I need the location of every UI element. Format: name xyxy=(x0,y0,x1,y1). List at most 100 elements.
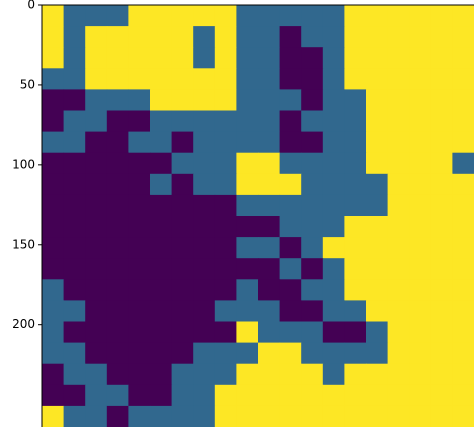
pixel-cell xyxy=(409,174,431,196)
pixel-cell xyxy=(172,153,194,175)
pixel-cell xyxy=(409,132,431,154)
pixel-cell xyxy=(258,132,280,154)
pixel-cell xyxy=(452,111,474,133)
pixel-cell xyxy=(409,216,431,238)
pixel-cell xyxy=(128,5,150,27)
pixel-cell xyxy=(280,47,302,69)
pixel-cell xyxy=(366,47,388,69)
pixel-cell xyxy=(344,343,366,365)
pixel-cell xyxy=(301,364,323,386)
pixel-cell xyxy=(128,279,150,301)
pixel-cell xyxy=(366,258,388,280)
pixel-cell xyxy=(258,322,280,344)
pixel-cell xyxy=(85,26,107,48)
pixel-cell xyxy=(280,385,302,407)
pixel-cell xyxy=(193,5,215,27)
pixel-cell xyxy=(366,237,388,259)
pixel-cell xyxy=(215,300,237,322)
pixel-cell xyxy=(323,343,345,365)
pixel-cell xyxy=(280,26,302,48)
pixel-cell xyxy=(236,385,258,407)
pixel-cell xyxy=(431,237,453,259)
pixel-cell xyxy=(301,385,323,407)
pixel-cell xyxy=(258,343,280,365)
pixel-cell xyxy=(366,300,388,322)
pixel-cell xyxy=(85,343,107,365)
pixel-cell xyxy=(150,322,172,344)
pixel-cell xyxy=(172,343,194,365)
pixel-cell xyxy=(215,195,237,217)
pixel-cell xyxy=(431,216,453,238)
pixel-cell xyxy=(150,111,172,133)
pixel-cell xyxy=(280,216,302,238)
pixel-cell xyxy=(42,216,64,238)
pixel-cell xyxy=(64,300,86,322)
pixel-cell xyxy=(344,153,366,175)
pixel-cell xyxy=(64,47,86,69)
pixel-cell xyxy=(128,385,150,407)
pixel-cell xyxy=(64,279,86,301)
pixel-cell xyxy=(128,216,150,238)
pixel-cell xyxy=(409,195,431,217)
pixel-cell xyxy=(107,300,129,322)
pixel-cell xyxy=(193,89,215,111)
pixel-cell xyxy=(215,322,237,344)
pixel-cell xyxy=(431,111,453,133)
pixel-cell xyxy=(280,322,302,344)
pixel-cell xyxy=(280,174,302,196)
pixel-cell xyxy=(366,26,388,48)
pixel-cell xyxy=(107,47,129,69)
pixel-cell xyxy=(85,68,107,90)
pixel-cell xyxy=(344,279,366,301)
pixel-cell xyxy=(323,153,345,175)
pixel-cell xyxy=(236,279,258,301)
pixel-cell xyxy=(258,153,280,175)
pixel-cell xyxy=(128,237,150,259)
pixel-cell xyxy=(42,174,64,196)
pixel-cell xyxy=(215,385,237,407)
pixel-cell xyxy=(280,300,302,322)
pixel-cell xyxy=(64,343,86,365)
pixel-cell xyxy=(150,68,172,90)
pixel-cell xyxy=(150,5,172,27)
pixel-cell xyxy=(452,47,474,69)
pixel-cell xyxy=(280,279,302,301)
pixel-cell xyxy=(193,385,215,407)
pixel-cell xyxy=(215,26,237,48)
pixel-cell xyxy=(107,153,129,175)
pixel-cell xyxy=(452,258,474,280)
pixel-cell xyxy=(366,111,388,133)
pixel-cell xyxy=(64,68,86,90)
pixel-cell xyxy=(128,26,150,48)
pixel-cell xyxy=(107,216,129,238)
pixel-cell xyxy=(85,153,107,175)
pixel-cell xyxy=(323,89,345,111)
pixel-cell xyxy=(323,47,345,69)
pixel-cell xyxy=(301,111,323,133)
pixel-cell xyxy=(85,406,107,427)
pixel-cell xyxy=(85,258,107,280)
pixel-cell xyxy=(366,174,388,196)
pixel-cell xyxy=(323,132,345,154)
pixel-cell xyxy=(388,216,410,238)
pixel-cell xyxy=(431,406,453,427)
pixel-cell xyxy=(301,26,323,48)
pixel-cell xyxy=(193,111,215,133)
pixel-cell xyxy=(42,153,64,175)
pixel-cell xyxy=(344,195,366,217)
pixel-cell xyxy=(431,385,453,407)
pixel-cell xyxy=(215,153,237,175)
pixel-cell xyxy=(107,385,129,407)
pixel-cell xyxy=(366,343,388,365)
pixel-cell xyxy=(452,5,474,27)
pixel-cell xyxy=(193,153,215,175)
chart: 050100150200 xyxy=(0,0,474,427)
pixel-cell xyxy=(323,111,345,133)
pixel-cell xyxy=(42,237,64,259)
pixel-cell xyxy=(107,26,129,48)
pixel-cell xyxy=(128,343,150,365)
pixel-cell xyxy=(431,153,453,175)
pixel-cell xyxy=(280,258,302,280)
pixel-cell xyxy=(431,68,453,90)
pixel-cell xyxy=(193,195,215,217)
